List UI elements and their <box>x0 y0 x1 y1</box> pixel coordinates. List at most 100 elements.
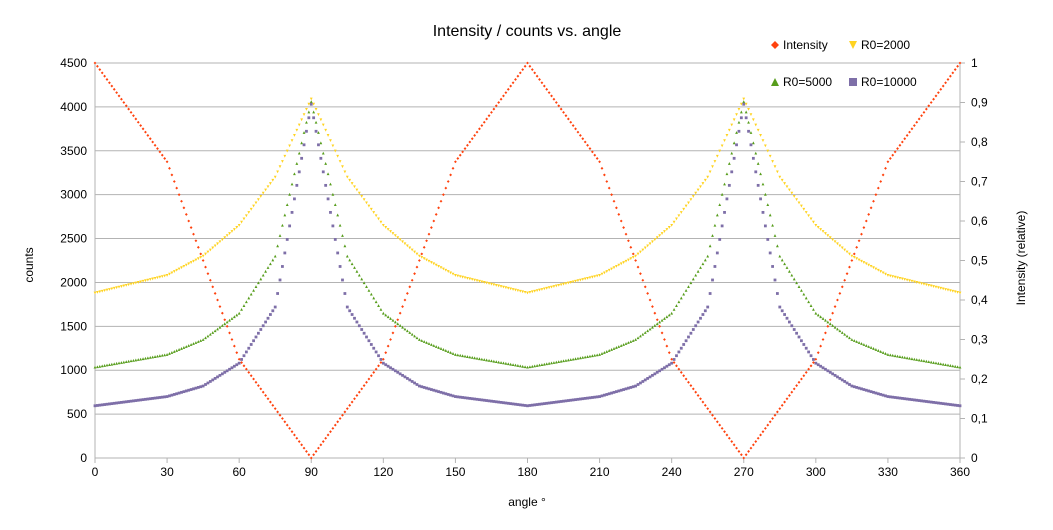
data-point <box>499 97 503 101</box>
data-point <box>393 324 397 328</box>
data-point <box>559 107 563 111</box>
data-point <box>694 273 698 277</box>
data-point <box>622 388 626 391</box>
data-point <box>499 400 503 404</box>
data-point <box>103 403 107 406</box>
data-point <box>403 327 407 331</box>
data-point <box>735 113 738 117</box>
data-point <box>682 343 686 346</box>
data-point <box>773 278 777 282</box>
data-point <box>655 322 659 326</box>
data-point <box>569 398 573 402</box>
data-point <box>451 166 455 170</box>
data-point <box>804 211 808 214</box>
data-point <box>598 160 601 164</box>
data-point <box>641 380 645 383</box>
data-point <box>405 244 409 248</box>
data-point <box>888 274 892 278</box>
data-point <box>619 388 623 392</box>
data-point <box>605 350 609 353</box>
data-point <box>542 402 546 406</box>
data-point <box>843 248 847 252</box>
data-point <box>586 396 589 400</box>
data-point <box>269 182 272 185</box>
data-point <box>684 339 688 343</box>
data-point <box>634 338 638 341</box>
data-point <box>756 162 760 165</box>
data-point <box>182 346 186 349</box>
data-point <box>367 288 371 292</box>
data-point <box>367 377 371 381</box>
data-point <box>528 64 532 68</box>
data-point <box>254 335 258 339</box>
data-point <box>687 285 690 288</box>
data-point <box>821 338 825 341</box>
data-point <box>160 353 164 357</box>
data-point <box>398 372 402 376</box>
data-point <box>948 74 952 78</box>
data-point <box>386 364 390 368</box>
data-point <box>893 396 897 399</box>
data-point <box>237 223 241 227</box>
data-point <box>788 394 791 397</box>
data-point <box>353 266 356 269</box>
data-point <box>557 360 561 364</box>
data-point <box>223 236 227 240</box>
data-point <box>461 396 465 399</box>
data-point <box>329 139 332 143</box>
data-point <box>218 373 222 377</box>
data-point <box>108 363 111 367</box>
data-point <box>458 153 462 157</box>
data-point <box>141 357 145 361</box>
data-point <box>259 277 263 281</box>
data-point <box>319 443 323 447</box>
data-point <box>511 402 515 406</box>
data-point <box>355 269 359 273</box>
data-point <box>687 335 690 339</box>
data-point <box>800 339 803 343</box>
data-point <box>247 371 251 374</box>
data-point <box>196 386 200 389</box>
data-point <box>369 207 373 211</box>
data-point <box>444 268 448 272</box>
data-point <box>156 147 159 150</box>
data-point <box>454 353 457 356</box>
data-point <box>855 386 859 389</box>
data-point <box>790 324 794 328</box>
data-point <box>266 397 270 401</box>
data-point <box>780 258 784 262</box>
data-point <box>788 320 791 324</box>
data-point <box>165 274 169 277</box>
data-point <box>569 358 573 361</box>
data-point <box>535 403 539 406</box>
data-point <box>336 420 340 424</box>
data-point <box>715 420 719 424</box>
data-point <box>105 363 109 367</box>
data-point <box>711 413 714 417</box>
x-axis-label: angle ° <box>508 495 546 509</box>
data-point <box>353 397 356 401</box>
y-tick-label-right: 1 <box>971 56 978 70</box>
data-point <box>814 357 818 361</box>
data-point <box>631 255 635 259</box>
data-point <box>631 339 635 342</box>
data-point <box>333 149 337 153</box>
data-point <box>242 364 246 368</box>
data-point <box>648 327 652 331</box>
data-point <box>872 266 875 270</box>
data-point <box>415 252 419 256</box>
data-point <box>93 61 97 65</box>
data-point <box>196 340 200 343</box>
data-point <box>422 245 426 249</box>
data-point <box>631 252 635 256</box>
data-point <box>530 364 534 368</box>
data-point <box>663 230 666 233</box>
data-point <box>658 320 662 324</box>
data-point <box>836 242 839 246</box>
data-point <box>775 410 779 414</box>
data-point <box>944 402 947 406</box>
y-axis-label-right: Intensity (relative) <box>1014 211 1028 306</box>
data-point <box>124 360 128 364</box>
y-tick-label-left: 1000 <box>60 363 87 377</box>
data-point <box>679 346 683 350</box>
